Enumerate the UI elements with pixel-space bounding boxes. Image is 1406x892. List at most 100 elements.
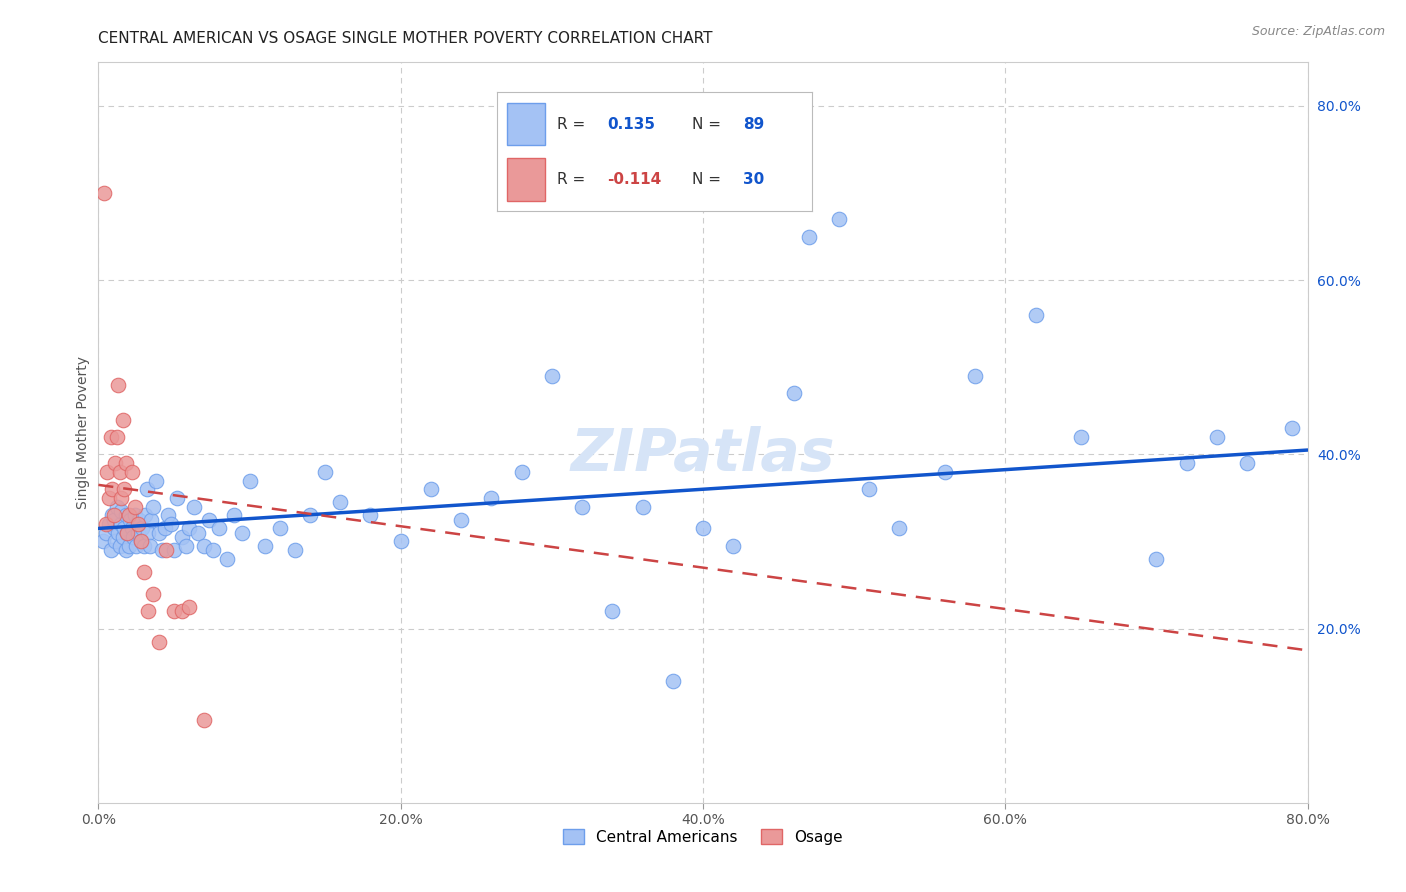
- Point: [112, 482, 135, 496]
- Point: [111, 412, 134, 426]
- Point: [131, 521, 153, 535]
- Point: [104, 534, 127, 549]
- Point: [510, 465, 533, 479]
- Point: [692, 521, 714, 535]
- Point: [93, 186, 115, 200]
- Point: [110, 504, 132, 518]
- Point: [148, 634, 170, 648]
- Point: [389, 534, 412, 549]
- Point: [110, 491, 132, 505]
- Point: [163, 543, 186, 558]
- Point: [110, 517, 132, 532]
- Point: [98, 491, 121, 505]
- Point: [136, 604, 159, 618]
- Point: [148, 525, 170, 540]
- Point: [135, 482, 157, 496]
- Point: [450, 513, 472, 527]
- Point: [121, 521, 143, 535]
- Point: [132, 565, 155, 579]
- Point: [783, 386, 806, 401]
- Point: [128, 513, 150, 527]
- Point: [540, 369, 562, 384]
- Point: [193, 713, 215, 727]
- Point: [166, 491, 188, 505]
- Point: [115, 525, 138, 540]
- Point: [139, 539, 162, 553]
- Point: [101, 482, 124, 496]
- Point: [129, 534, 152, 549]
- Point: [197, 513, 219, 527]
- Point: [965, 369, 987, 384]
- Point: [571, 500, 593, 514]
- Point: [1281, 421, 1303, 435]
- Point: [134, 508, 156, 523]
- Point: [127, 525, 149, 540]
- Point: [934, 465, 956, 479]
- Point: [142, 587, 165, 601]
- Point: [224, 508, 246, 523]
- Point: [889, 521, 911, 535]
- Point: [193, 539, 215, 553]
- Point: [124, 508, 146, 523]
- Point: [132, 539, 155, 553]
- Point: [120, 513, 142, 527]
- Point: [105, 500, 128, 514]
- Text: CENTRAL AMERICAN VS OSAGE SINGLE MOTHER POVERTY CORRELATION CHART: CENTRAL AMERICAN VS OSAGE SINGLE MOTHER …: [98, 31, 713, 46]
- Point: [136, 525, 159, 540]
- Point: [329, 495, 352, 509]
- Point: [797, 229, 820, 244]
- Point: [98, 517, 121, 532]
- Point: [284, 543, 307, 558]
- Point: [215, 552, 238, 566]
- Point: [360, 508, 382, 523]
- Point: [94, 525, 117, 540]
- Point: [94, 517, 117, 532]
- Point: [127, 517, 149, 532]
- Point: [114, 456, 136, 470]
- Point: [858, 482, 880, 496]
- Point: [183, 500, 205, 514]
- Point: [1236, 456, 1258, 470]
- Point: [828, 212, 851, 227]
- Text: Source: ZipAtlas.com: Source: ZipAtlas.com: [1251, 25, 1385, 38]
- Point: [124, 500, 146, 514]
- Point: [481, 491, 503, 505]
- Point: [145, 474, 167, 488]
- Point: [631, 500, 654, 514]
- Point: [179, 599, 201, 614]
- Point: [100, 543, 122, 558]
- Point: [96, 465, 118, 479]
- Point: [103, 508, 125, 523]
- Point: [174, 539, 197, 553]
- Point: [114, 508, 136, 523]
- Point: [420, 482, 443, 496]
- Point: [269, 521, 291, 535]
- Point: [239, 474, 262, 488]
- Point: [179, 521, 201, 535]
- Point: [661, 673, 683, 688]
- Point: [160, 517, 183, 532]
- Point: [114, 543, 136, 558]
- Point: [103, 513, 125, 527]
- Point: [187, 525, 209, 540]
- Text: ZIPatlas: ZIPatlas: [571, 426, 835, 483]
- Y-axis label: Single Mother Poverty: Single Mother Poverty: [76, 356, 90, 509]
- Point: [121, 465, 143, 479]
- Point: [314, 465, 336, 479]
- Point: [1206, 430, 1229, 444]
- Point: [108, 539, 131, 553]
- Point: [1070, 430, 1092, 444]
- Point: [170, 530, 193, 544]
- Point: [1144, 552, 1167, 566]
- Point: [1024, 308, 1046, 322]
- Point: [118, 539, 141, 553]
- Point: [108, 465, 131, 479]
- Point: [208, 521, 231, 535]
- Point: [118, 508, 141, 523]
- Point: [150, 543, 173, 558]
- Point: [142, 500, 165, 514]
- Point: [155, 543, 177, 558]
- Point: [156, 508, 179, 523]
- Point: [231, 525, 253, 540]
- Point: [602, 604, 624, 618]
